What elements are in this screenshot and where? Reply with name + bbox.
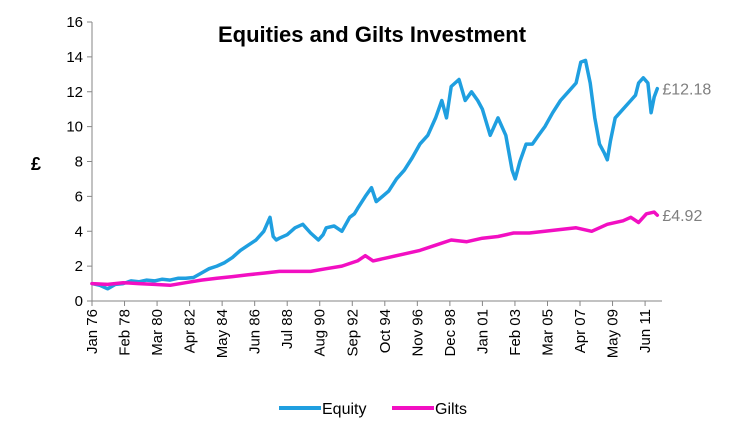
x-tick-label: Jul 88 <box>279 309 296 349</box>
end-label-equity: £12.18 <box>662 82 711 99</box>
end-label-gilts: £4.92 <box>662 208 702 225</box>
y-tick-label: 16 <box>66 14 83 31</box>
y-tick-label: 14 <box>66 49 83 66</box>
y-tick-label: 2 <box>75 258 83 275</box>
x-tick-label: Jun 86 <box>247 309 264 354</box>
end-labels: £12.18 £4.92 <box>662 82 711 226</box>
x-tick-label: Apr 07 <box>572 309 589 353</box>
x-tick-label: Feb 78 <box>117 309 134 356</box>
legend-label-equity: Equity <box>322 401 366 418</box>
y-tick-label: 6 <box>75 188 83 205</box>
x-tick-label: Aug 90 <box>312 309 329 357</box>
y-tick-label: 4 <box>75 223 83 240</box>
x-tick-label: Apr 82 <box>182 309 199 353</box>
x-axis: Jan 76 Feb 78 Mar 80 Apr 82 May 84 Jun 86 Jul … <box>84 300 662 358</box>
series-layer <box>90 58 660 291</box>
x-tick-label: Jan 01 <box>474 309 491 354</box>
x-tick-label: May 09 <box>605 309 622 358</box>
x-tick-label: May 84 <box>214 309 231 358</box>
chart-title: Equities and Gilts Investment <box>218 22 527 47</box>
x-tick-label: Nov 96 <box>409 309 426 357</box>
legend: Equity Gilts <box>279 401 467 418</box>
x-tick-label: Jan 76 <box>84 309 101 354</box>
x-tick-label: Mar 80 <box>149 309 166 356</box>
y-tick-label: 0 <box>75 293 83 310</box>
x-tick-label: Jun 11 <box>637 309 654 353</box>
series-line-equity <box>90 58 660 291</box>
x-tick-label: Dec 98 <box>442 309 459 357</box>
y-tick-label: 10 <box>66 119 83 136</box>
series-line-gilts <box>90 210 660 288</box>
x-tick-label: Sep 92 <box>344 309 361 357</box>
y-tick-label: 8 <box>75 154 83 171</box>
y-axis: 0 2 4 6 8 10 12 14 16 <box>66 14 93 310</box>
x-tick-label: Mar 05 <box>539 309 556 356</box>
y-tick-label: 12 <box>66 84 83 101</box>
y-axis-label: £ <box>31 154 41 174</box>
x-tick-label: Feb 03 <box>507 309 524 356</box>
x-tick-label: Oct 94 <box>377 309 394 353</box>
legend-label-gilts: Gilts <box>435 401 467 418</box>
